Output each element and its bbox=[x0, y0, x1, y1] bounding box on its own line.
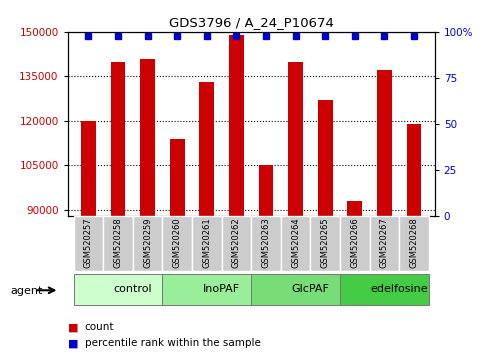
Bar bbox=[199, 82, 214, 216]
Text: GSM520266: GSM520266 bbox=[350, 218, 359, 268]
Bar bbox=[340, 216, 369, 271]
Text: GSM520263: GSM520263 bbox=[261, 218, 270, 268]
Bar bbox=[377, 70, 392, 216]
Bar bbox=[81, 121, 96, 216]
Text: GSM520264: GSM520264 bbox=[291, 218, 300, 268]
Text: ■: ■ bbox=[68, 322, 78, 332]
Bar bbox=[347, 201, 362, 216]
Text: GlcPAF: GlcPAF bbox=[291, 284, 329, 294]
Text: GSM520260: GSM520260 bbox=[172, 218, 182, 268]
Bar bbox=[111, 62, 126, 216]
Bar bbox=[369, 216, 399, 271]
Text: percentile rank within the sample: percentile rank within the sample bbox=[85, 338, 260, 348]
Bar bbox=[73, 216, 103, 271]
Text: ■: ■ bbox=[68, 338, 78, 348]
Bar bbox=[133, 216, 162, 271]
Bar bbox=[140, 58, 155, 216]
Text: GSM520262: GSM520262 bbox=[232, 218, 241, 268]
Text: count: count bbox=[85, 322, 114, 332]
Text: control: control bbox=[114, 284, 152, 294]
Bar bbox=[281, 216, 311, 271]
Bar bbox=[399, 216, 429, 271]
Bar bbox=[340, 274, 429, 304]
Bar bbox=[258, 165, 273, 216]
Bar bbox=[103, 216, 133, 271]
Bar bbox=[162, 216, 192, 271]
Title: GDS3796 / A_24_P10674: GDS3796 / A_24_P10674 bbox=[169, 16, 334, 29]
Text: agent: agent bbox=[11, 286, 43, 296]
Bar bbox=[311, 216, 340, 271]
Bar bbox=[170, 139, 185, 216]
Text: GSM520259: GSM520259 bbox=[143, 218, 152, 268]
Text: GSM520268: GSM520268 bbox=[410, 218, 418, 268]
Bar bbox=[318, 100, 333, 216]
Bar bbox=[222, 216, 251, 271]
Bar bbox=[73, 274, 162, 304]
Text: GSM520267: GSM520267 bbox=[380, 218, 389, 268]
Bar bbox=[229, 35, 244, 216]
Text: InoPAF: InoPAF bbox=[203, 284, 240, 294]
Text: GSM520261: GSM520261 bbox=[202, 218, 211, 268]
Text: GSM520257: GSM520257 bbox=[84, 218, 93, 268]
Bar bbox=[251, 274, 340, 304]
Bar bbox=[192, 216, 222, 271]
Bar bbox=[407, 124, 421, 216]
Bar bbox=[162, 274, 251, 304]
Text: edelfosine: edelfosine bbox=[370, 284, 428, 294]
Text: GSM520258: GSM520258 bbox=[114, 218, 123, 268]
Bar bbox=[288, 62, 303, 216]
Bar bbox=[251, 216, 281, 271]
Text: GSM520265: GSM520265 bbox=[321, 218, 330, 268]
